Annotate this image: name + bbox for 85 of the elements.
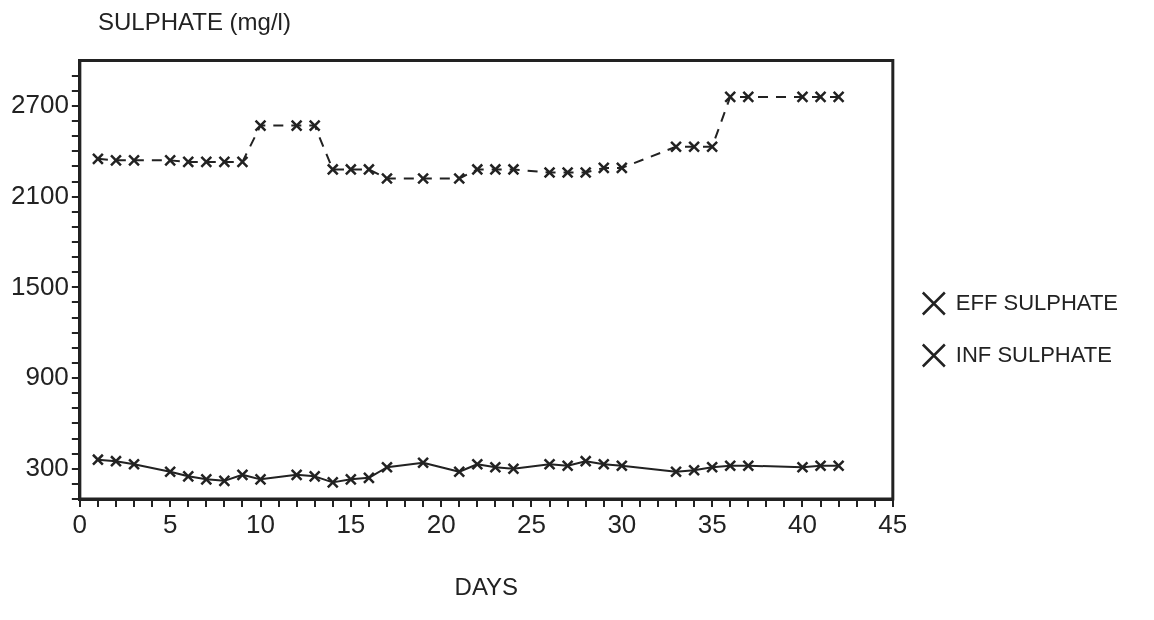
point [254, 473, 267, 486]
point [91, 453, 105, 466]
point [543, 166, 556, 179]
point [182, 155, 195, 169]
legend-label: EFF SULPHATE [955, 289, 1119, 315]
point [416, 456, 430, 469]
point [543, 458, 556, 471]
point [615, 161, 629, 175]
point [362, 471, 376, 485]
point [742, 459, 755, 472]
point [163, 465, 177, 478]
y-tick-label: 1500 [11, 270, 69, 301]
point [579, 166, 592, 179]
y-tick-label: 2100 [11, 179, 69, 210]
point [163, 154, 177, 167]
x-tick-label: 45 [878, 508, 908, 539]
point [687, 140, 701, 153]
point [290, 119, 303, 132]
point [380, 461, 394, 474]
point [814, 90, 827, 104]
y-tick-label: 900 [25, 361, 69, 392]
point [109, 154, 123, 167]
point [308, 470, 321, 483]
point [489, 461, 502, 474]
point [344, 473, 358, 486]
point [200, 155, 213, 169]
point [669, 140, 683, 153]
point [236, 468, 249, 482]
point [687, 464, 701, 477]
x-tick-label: 40 [788, 508, 817, 539]
point [453, 465, 466, 478]
x-tick-label: 0 [72, 508, 88, 539]
x-tick-label: 10 [246, 508, 275, 539]
point [742, 90, 755, 104]
point [109, 455, 123, 468]
point [724, 90, 737, 104]
point [832, 459, 845, 472]
legend-label: INF SULPHATE [955, 341, 1112, 367]
point [724, 459, 737, 472]
point [705, 461, 719, 474]
point [796, 461, 809, 474]
point [362, 163, 376, 176]
x-tick-label: 20 [426, 508, 456, 539]
point [489, 163, 502, 176]
x-tick-label: 15 [336, 508, 366, 539]
point [561, 166, 574, 179]
y-tick-label: 300 [25, 451, 69, 482]
point [416, 172, 430, 185]
point [344, 163, 358, 176]
point [453, 172, 466, 185]
point [796, 90, 809, 104]
y-tick-label: 2700 [11, 89, 69, 120]
point [832, 90, 845, 104]
point [326, 476, 339, 489]
point [254, 119, 267, 132]
point [218, 155, 231, 169]
point [579, 455, 592, 468]
y-axis-title: SULPHATE (mg/l) [98, 8, 291, 36]
x-tick-label: 5 [162, 508, 178, 539]
point [127, 154, 141, 167]
point [615, 459, 629, 472]
point [127, 458, 141, 471]
point [200, 473, 213, 486]
point [561, 459, 574, 472]
point [182, 470, 195, 483]
point [507, 163, 520, 176]
point [218, 474, 231, 488]
x-tick-label: 35 [697, 508, 727, 539]
point [308, 119, 321, 132]
x-tick-label: 30 [607, 508, 637, 539]
point [91, 152, 105, 166]
point [669, 465, 683, 478]
point [290, 468, 303, 482]
point [814, 459, 827, 472]
point [380, 172, 394, 185]
point [236, 155, 249, 169]
x-tick-label: 25 [517, 508, 546, 539]
point [507, 462, 520, 475]
point [597, 458, 610, 471]
point [471, 163, 484, 176]
x-axis-title: DAYS [454, 573, 519, 601]
point [705, 140, 719, 153]
point [471, 458, 484, 471]
point [326, 163, 339, 176]
point [597, 161, 610, 175]
